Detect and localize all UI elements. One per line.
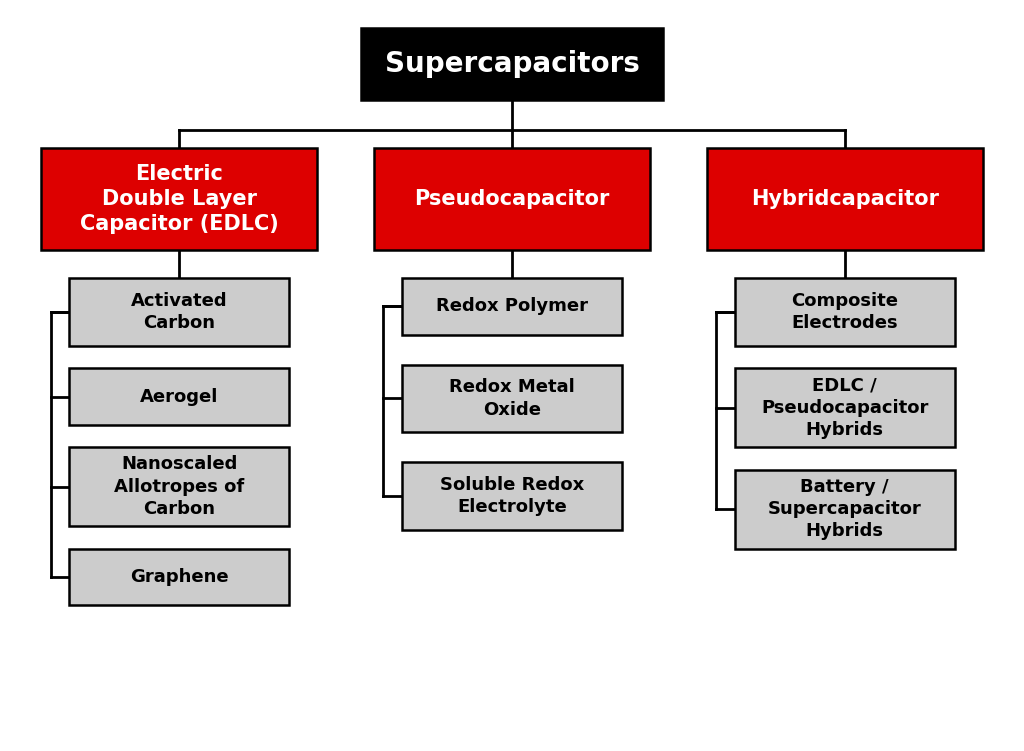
FancyBboxPatch shape	[69, 549, 289, 605]
Text: Battery /
Supercapacitor
Hybrids: Battery / Supercapacitor Hybrids	[768, 478, 922, 541]
Text: Supercapacitors: Supercapacitors	[385, 50, 639, 78]
FancyBboxPatch shape	[401, 279, 623, 334]
Text: Graphene: Graphene	[130, 568, 228, 586]
FancyBboxPatch shape	[401, 365, 623, 433]
FancyBboxPatch shape	[69, 369, 289, 425]
Text: Activated
Carbon: Activated Carbon	[131, 292, 227, 332]
Text: Composite
Electrodes: Composite Electrodes	[792, 292, 898, 332]
Text: Electric
Double Layer
Capacitor (EDLC): Electric Double Layer Capacitor (EDLC)	[80, 164, 279, 234]
Text: Aerogel: Aerogel	[140, 388, 218, 406]
FancyBboxPatch shape	[361, 28, 664, 99]
FancyBboxPatch shape	[41, 148, 317, 249]
Text: Nanoscaled
Allotropes of
Carbon: Nanoscaled Allotropes of Carbon	[114, 455, 245, 518]
Text: Redox Metal
Oxide: Redox Metal Oxide	[450, 379, 574, 418]
Text: Soluble Redox
Electrolyte: Soluble Redox Electrolyte	[440, 476, 584, 516]
FancyBboxPatch shape	[734, 369, 954, 448]
FancyBboxPatch shape	[69, 279, 289, 345]
Text: Pseudocapacitor: Pseudocapacitor	[415, 189, 609, 209]
FancyBboxPatch shape	[374, 148, 650, 249]
FancyBboxPatch shape	[401, 462, 623, 530]
FancyBboxPatch shape	[69, 448, 289, 526]
FancyBboxPatch shape	[734, 279, 954, 345]
Text: Hybridcapacitor: Hybridcapacitor	[751, 189, 939, 209]
FancyBboxPatch shape	[734, 470, 954, 549]
Text: Redox Polymer: Redox Polymer	[436, 297, 588, 315]
FancyBboxPatch shape	[707, 148, 983, 249]
Text: EDLC /
Pseudocapacitor
Hybrids: EDLC / Pseudocapacitor Hybrids	[761, 376, 929, 439]
